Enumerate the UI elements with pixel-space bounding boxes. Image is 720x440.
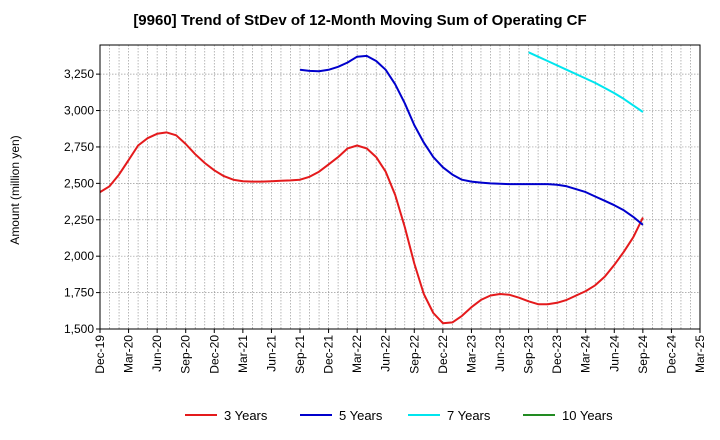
x-tick-label: Dec-22: [436, 335, 450, 374]
x-tick-label: Mar-25: [693, 335, 707, 373]
x-tick-label: Dec-24: [664, 335, 678, 374]
x-tick-label: Dec-19: [93, 335, 107, 374]
y-tick-label: 3,250: [64, 67, 94, 81]
x-tick-label: Mar-21: [236, 335, 250, 373]
x-tick-label: Sep-24: [636, 335, 650, 374]
legend: 3 Years 5 Years 7 Years 10 Years: [185, 408, 613, 423]
x-tick-label: Dec-20: [207, 335, 221, 374]
y-tick-label: 3,000: [64, 104, 94, 118]
x-tick-label: Jun-22: [379, 335, 393, 372]
x-tick-label: Jun-20: [150, 335, 164, 372]
y-tick-label: 1,500: [64, 322, 94, 336]
x-tick-label: Sep-21: [293, 335, 307, 374]
series-line-7-years: [528, 51, 644, 113]
x-tick-label: Sep-22: [407, 335, 421, 374]
plot-area: [100, 45, 700, 329]
y-tick-label: 2,500: [64, 176, 94, 190]
x-tick-label: Jun-23: [493, 335, 507, 372]
y-axis-ticks: 1,500 1,750 2,000 2,250 2,500 2,750 3,000 3,250: [64, 67, 100, 336]
y-axis-label: Amount (million yen): [8, 135, 22, 244]
x-tick-label: Jun-24: [607, 335, 621, 372]
y-tick-label: 2,750: [64, 140, 94, 154]
y-tick-label: 2,250: [64, 213, 94, 227]
series-line-5-years: [299, 54, 644, 226]
x-tick-label: Mar-22: [350, 335, 364, 373]
series-layer: [99, 51, 644, 325]
x-tick-label: Mar-24: [579, 335, 593, 373]
x-tick-label: Dec-23: [550, 335, 564, 374]
x-axis-ticks: Dec-19 Mar-20 Jun-20 Sep-20 Dec-20 Mar-21 Jun-…: [93, 329, 707, 374]
series-line-3-years: [99, 131, 644, 325]
legend-label: 5 Years: [339, 408, 383, 423]
plot-border: [99, 44, 701, 330]
y-tick-label: 2,000: [64, 249, 94, 263]
legend-label: 10 Years: [562, 408, 613, 423]
legend-label: 3 Years: [224, 408, 268, 423]
y-tick-label: 1,750: [64, 286, 94, 300]
x-tick-label: Dec-21: [322, 335, 336, 374]
x-tick-label: Sep-23: [522, 335, 536, 374]
x-tick-label: Jun-21: [264, 335, 278, 372]
legend-label: 7 Years: [447, 408, 491, 423]
x-tick-label: Mar-23: [464, 335, 478, 373]
chart-title: [9960] Trend of StDev of 12-Month Moving…: [133, 12, 587, 29]
x-tick-label: Sep-20: [179, 335, 193, 374]
x-tick-label: Mar-20: [122, 335, 136, 373]
